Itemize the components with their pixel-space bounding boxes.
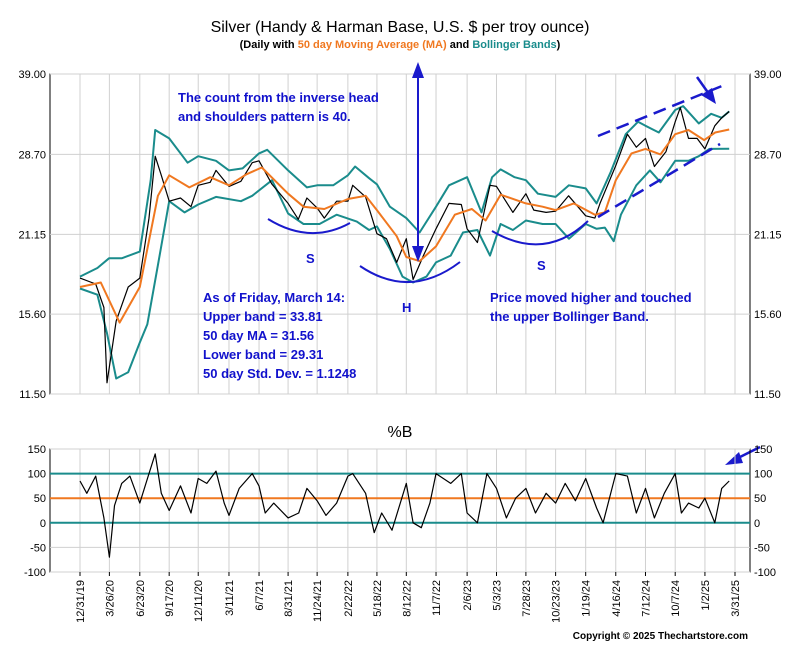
x-tick-label: 8/31/21: [283, 580, 295, 617]
pctb-title: %B: [388, 424, 413, 441]
right-shoulder-label: S: [537, 258, 546, 273]
upper-y-tick-left: 15.60: [18, 309, 46, 321]
lower-y-tick-right: -50: [754, 542, 770, 554]
lower-y-tick-right: 150: [754, 444, 772, 456]
x-tick-label: 2/6/23: [462, 580, 474, 611]
x-tick-label: 5/3/23: [492, 580, 504, 611]
x-tick-label: 6/23/20: [135, 580, 147, 617]
count-annotation-line-1: The count from the inverse head: [178, 90, 379, 105]
copyright: Copyright © 2025 Thechartstore.com: [573, 631, 748, 642]
left-shoulder-curve: [267, 218, 351, 234]
lower-y-tick-left: -100: [24, 567, 46, 579]
pctb-arrow-icon: [725, 452, 743, 465]
lower-y-tick-left: 150: [28, 444, 46, 456]
ma-line: [79, 128, 730, 324]
count-annotation-line-2: and shoulders pattern is 40.: [178, 109, 351, 124]
upper-y-tick-left: 21.15: [18, 229, 46, 241]
x-tick-label: 10/7/24: [670, 580, 682, 617]
x-tick-label: 4/16/24: [611, 580, 623, 617]
lower-y-tick-right: 0: [754, 518, 760, 530]
upper-y-tick-right: 28.70: [754, 149, 782, 161]
x-tick-label: 12/11/20: [193, 580, 205, 622]
upper-band-line: [79, 105, 730, 278]
upper-y-tick-right: 11.50: [754, 389, 781, 401]
x-ticks: 12/31/19 3/26/20 6/23/20 9/17/20 12/11/20 3/1…: [75, 572, 742, 623]
upper-y-tick-left: 39.00: [18, 69, 46, 81]
lower-y-tick-right: 100: [754, 469, 772, 481]
count-arrow-down-icon: [412, 246, 424, 262]
channel-lower-line: [597, 142, 721, 219]
subtitle-ma-label: 50 day Moving Average (MA): [298, 39, 447, 51]
price-line: [79, 106, 730, 384]
lower-y-tick-left: -50: [30, 542, 46, 554]
upper-y-tick-right: 21.15: [754, 229, 782, 241]
band-arrow-shaft: [695, 76, 711, 95]
upper-series: [79, 105, 730, 384]
x-tick-label: 6/7/21: [254, 580, 266, 611]
lower-y-tick-right: -100: [754, 567, 776, 579]
x-tick-label: 11/7/22: [431, 580, 443, 616]
head-label: H: [402, 300, 411, 315]
price-annotation: Price moved higher and touched the upper…: [490, 290, 695, 324]
band-arrow-icon: [701, 88, 716, 104]
x-tick-label: 3/31/25: [730, 580, 742, 617]
x-tick-label: 5/18/22: [372, 580, 384, 617]
x-tick-label: 2/22/22: [343, 580, 355, 617]
lower-y-ticks: 150 150 100 100 50 50 0 0 -50 -50 -100 -100: [24, 444, 776, 579]
channel-upper-line: [597, 84, 723, 138]
upper-y-ticks: 39.00 39.00 28.70 28.70 21.15 21.15 15.60 15.60…: [18, 69, 781, 401]
left-shoulder-label: S: [306, 251, 315, 266]
x-tick-label: 10/23/23: [551, 580, 563, 623]
friday-annotation: As of Friday, March 14: Upper band = 33.…: [203, 290, 356, 381]
chart-title: Silver (Handy & Harman Base, U.S. $ per …: [211, 19, 590, 36]
lower-series: [79, 453, 730, 558]
subtitle-suffix: ): [557, 39, 561, 51]
lower-grid: [50, 448, 750, 573]
chart-subtitle: (Daily with 50 day Moving Average (MA) a…: [240, 39, 561, 51]
friday-line-5: 50 day Std. Dev. = 1.1248: [203, 366, 356, 381]
price-annotation-line-2: the upper Bollinger Band.: [490, 309, 649, 324]
x-tick-label: 9/17/20: [164, 580, 176, 617]
right-shoulder-curve: [491, 220, 589, 246]
x-tick-label: 3/26/20: [104, 580, 116, 617]
lower-y-tick-left: 0: [40, 518, 46, 530]
friday-line-1: As of Friday, March 14:: [203, 290, 345, 305]
price-annotation-line-1: Price moved higher and touched: [490, 290, 692, 305]
upper-y-tick-right: 15.60: [754, 309, 782, 321]
friday-line-3: 50 day MA = 31.56: [203, 328, 314, 343]
pctb-line: [79, 453, 730, 558]
x-tick-label: 11/24/21: [312, 580, 324, 622]
x-tick-label: 12/31/19: [75, 580, 87, 623]
x-tick-label: 8/12/22: [401, 580, 413, 617]
count-arrow-up-icon: [412, 62, 424, 78]
x-tick-label: 7/28/23: [521, 580, 533, 617]
subtitle-and: and: [447, 39, 473, 51]
x-tick-label: 3/11/21: [224, 580, 236, 616]
upper-y-tick-left: 11.50: [19, 389, 46, 401]
friday-line-2: Upper band = 33.81: [203, 309, 323, 324]
upper-grid: [50, 73, 750, 395]
subtitle-prefix: (Daily with: [240, 39, 298, 51]
subtitle-bb-label: Bollinger Bands: [472, 39, 556, 51]
lower-y-tick-left: 100: [28, 469, 46, 481]
friday-line-4: Lower band = 29.31: [203, 347, 323, 362]
x-tick-label: 1/2/25: [700, 580, 712, 611]
x-tick-label: 1/19/24: [581, 580, 593, 617]
x-tick-label: 7/12/24: [640, 580, 652, 617]
head-curve: [359, 261, 461, 284]
upper-y-tick-right: 39.00: [754, 69, 782, 81]
lower-y-tick-left: 50: [34, 493, 46, 505]
count-annotation: The count from the inverse head and shou…: [178, 90, 382, 124]
lower-band-line: [79, 147, 730, 380]
lower-y-tick-right: 50: [754, 493, 766, 505]
upper-y-tick-left: 28.70: [18, 149, 46, 161]
